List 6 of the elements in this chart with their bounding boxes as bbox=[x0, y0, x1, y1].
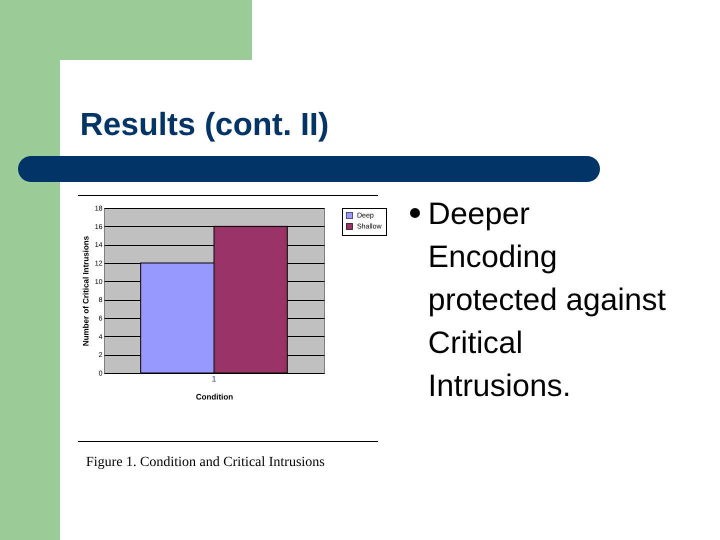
x-axis-title: Condition bbox=[196, 392, 234, 402]
caption: Figure 1. Condition and Critical Intrusions bbox=[86, 455, 325, 471]
text: Deeper Encoding protected against Critical Intrusions. bbox=[428, 195, 666, 405]
chart-title: Results (cont. II) bbox=[80, 106, 329, 143]
y-axis-title: Number of Critical Intrusions bbox=[82, 235, 91, 346]
x-tick-label: 1 bbox=[212, 374, 217, 384]
